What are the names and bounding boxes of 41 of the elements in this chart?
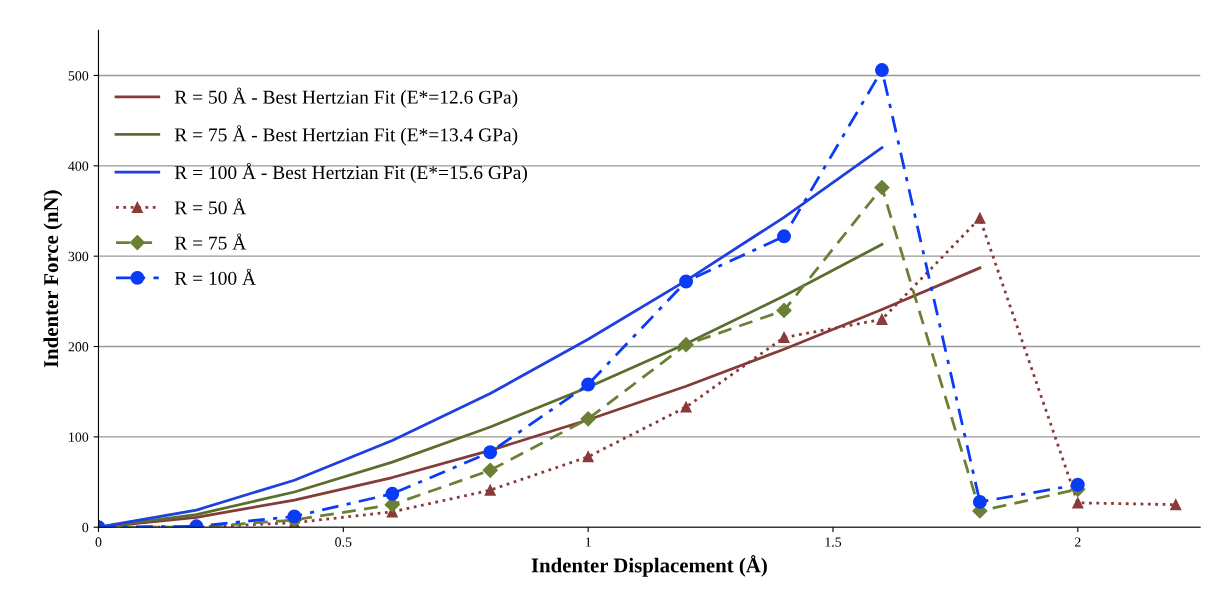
x-tick-label: 1.5 bbox=[825, 537, 842, 547]
legend-label: R = 50 Å bbox=[174, 198, 247, 215]
legend-label: R = 50 Å - Best Hertzian Fit (E*=12.6 GPa) bbox=[174, 87, 518, 108]
point bbox=[582, 451, 594, 463]
point bbox=[287, 509, 302, 524]
x-tick-label: 1 bbox=[585, 537, 591, 547]
point bbox=[874, 63, 889, 77]
point bbox=[483, 445, 498, 460]
point bbox=[1072, 497, 1084, 509]
point bbox=[974, 212, 986, 224]
y-tick-label: 0 bbox=[82, 522, 89, 533]
legend-label: R = 75 Å bbox=[174, 233, 247, 250]
legend-label: R = 75 Å - Best Hertzian Fit (E*=13.4 GPa) bbox=[174, 125, 518, 146]
x-tick-label: 0 bbox=[95, 537, 102, 547]
point bbox=[778, 331, 790, 344]
point bbox=[385, 486, 400, 501]
point bbox=[1170, 499, 1182, 511]
point bbox=[874, 179, 890, 196]
y-tick-label: 100 bbox=[69, 432, 89, 442]
point bbox=[580, 411, 596, 427]
y-tick-label: 500 bbox=[68, 71, 89, 81]
point bbox=[680, 401, 692, 413]
y-tick-label: 400 bbox=[68, 161, 89, 171]
point bbox=[777, 229, 791, 244]
y-axis-title: Indenter Force (nN) bbox=[43, 190, 63, 368]
x-tick-label: 2 bbox=[1074, 537, 1081, 547]
y-tick-label: 200 bbox=[68, 342, 89, 352]
point bbox=[581, 377, 596, 392]
x-axis-title: Indenter Displacement (Å) bbox=[531, 555, 767, 577]
legend-label: R = 100 Å bbox=[174, 268, 256, 285]
point bbox=[972, 494, 987, 509]
point bbox=[484, 484, 496, 496]
y-tick-label: 300 bbox=[68, 251, 89, 262]
point bbox=[678, 337, 694, 353]
point bbox=[482, 462, 498, 478]
point bbox=[679, 274, 694, 289]
point bbox=[876, 313, 888, 325]
x-tick-label: 0.5 bbox=[335, 537, 352, 547]
legend-label: R = 100 Å - Best Hertzian Fit (E*=15.6 GPa) bbox=[174, 162, 527, 184]
point bbox=[776, 302, 792, 318]
point bbox=[1070, 477, 1085, 492]
